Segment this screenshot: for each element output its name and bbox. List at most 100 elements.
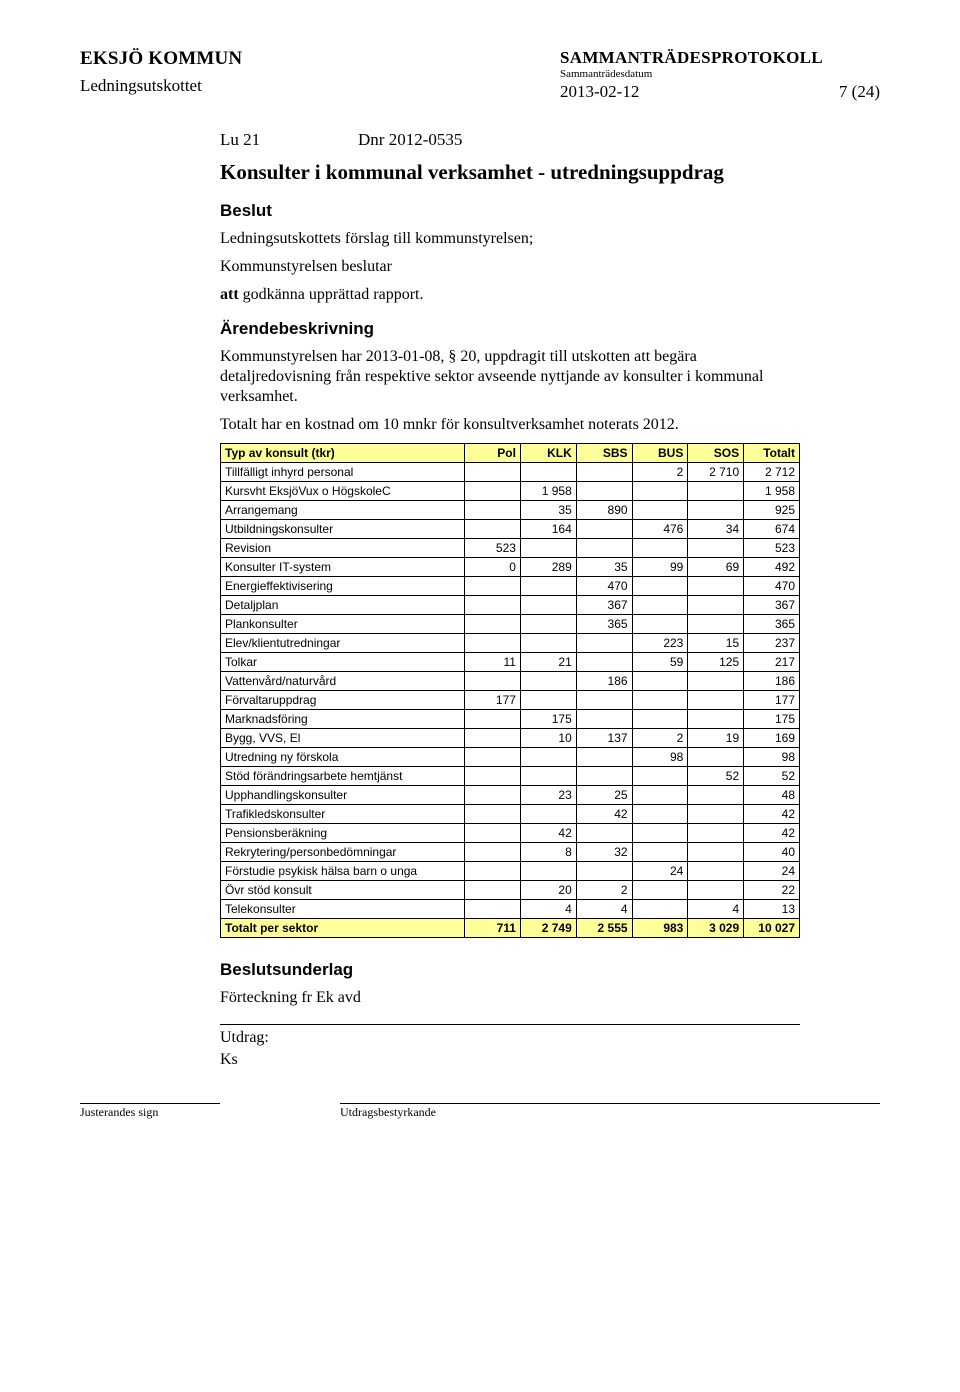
table-total-row: Totalt per sektor 711 2 749 2 555 983 3 … <box>221 919 800 938</box>
table-row: Utbildningskonsulter16447634674 <box>221 520 800 539</box>
table-row: Stöd förändringsarbete hemtjänst5252 <box>221 767 800 786</box>
row-value <box>520 596 576 615</box>
org-name: EKSJÖ KOMMUN <box>80 48 242 70</box>
page-title: Konsulter i kommunal verksamhet - utredn… <box>220 160 800 185</box>
row-value <box>520 748 576 767</box>
row-value <box>632 501 688 520</box>
total-sos: 3 029 <box>688 919 744 938</box>
row-value: 1 958 <box>520 482 576 501</box>
agenda-item: Lu 21 <box>220 130 358 150</box>
row-label: Rekrytering/personbedömningar <box>221 843 465 862</box>
body: Lu 21 Dnr 2012-0535 Konsulter i kommunal… <box>220 130 800 1069</box>
row-label: Upphandlingskonsulter <box>221 786 465 805</box>
row-value <box>576 824 632 843</box>
row-value: 169 <box>744 729 800 748</box>
row-value: 22 <box>744 881 800 900</box>
row-value: 137 <box>576 729 632 748</box>
row-value <box>632 577 688 596</box>
table-row: Förstudie psykisk hälsa barn o unga2424 <box>221 862 800 881</box>
row-value <box>688 748 744 767</box>
table-row: Revision523523 <box>221 539 800 558</box>
row-value: 492 <box>744 558 800 577</box>
row-value: 24 <box>632 862 688 881</box>
table-row: Marknadsföring175175 <box>221 710 800 729</box>
decision-rest: godkänna upprättad rapport. <box>239 286 424 303</box>
col-totalt: Totalt <box>744 444 800 463</box>
row-value: 186 <box>744 672 800 691</box>
row-value: 2 712 <box>744 463 800 482</box>
row-value <box>465 881 521 900</box>
row-value <box>688 824 744 843</box>
row-value: 99 <box>632 558 688 577</box>
row-value <box>576 482 632 501</box>
table-row: Rekrytering/personbedömningar83240 <box>221 843 800 862</box>
row-value <box>465 463 521 482</box>
row-value: 21 <box>520 653 576 672</box>
table-row: Detaljplan 367 367 <box>221 596 800 615</box>
row-value: 175 <box>520 710 576 729</box>
row-value <box>632 691 688 710</box>
row-value <box>688 577 744 596</box>
footer-sign-label: Justerandes sign <box>80 1103 220 1120</box>
row-value: 523 <box>465 539 521 558</box>
row-value <box>520 463 576 482</box>
row-value <box>688 596 744 615</box>
total-sbs: 2 555 <box>576 919 632 938</box>
row-value: 4 <box>688 900 744 919</box>
row-value <box>576 463 632 482</box>
row-value <box>465 577 521 596</box>
page: EKSJÖ KOMMUN Ledningsutskottet SAMMANTRÄ… <box>0 0 960 1160</box>
header-right: SAMMANTRÄDESPROTOKOLL Sammanträdesdatum … <box>560 48 880 102</box>
row-label: Tolkar <box>221 653 465 672</box>
row-value <box>520 805 576 824</box>
row-value: 470 <box>744 577 800 596</box>
row-value: 289 <box>520 558 576 577</box>
row-value: 217 <box>744 653 800 672</box>
row-value: 20 <box>520 881 576 900</box>
row-value <box>465 767 521 786</box>
row-value <box>465 482 521 501</box>
committee-name: Ledningsutskottet <box>80 76 242 96</box>
row-value: 890 <box>576 501 632 520</box>
table-row: Pensionsberäkning4242 <box>221 824 800 843</box>
row-value: 48 <box>744 786 800 805</box>
table-row: Energieffektivisering470470 <box>221 577 800 596</box>
row-value <box>465 520 521 539</box>
row-value: 13 <box>744 900 800 919</box>
row-value: 10 <box>520 729 576 748</box>
row-value <box>520 539 576 558</box>
row-value <box>465 729 521 748</box>
row-value: 367 <box>576 596 632 615</box>
row-label: Arrangemang <box>221 501 465 520</box>
row-value: 125 <box>688 653 744 672</box>
row-value <box>688 710 744 729</box>
row-value: 24 <box>744 862 800 881</box>
row-label: Kursvht EksjöVux o HögskoleC <box>221 482 465 501</box>
meeting-date: 2013-02-12 <box>560 82 639 102</box>
row-value: 367 <box>744 596 800 615</box>
col-sos: SOS <box>688 444 744 463</box>
row-value <box>688 501 744 520</box>
row-label: Bygg, VVS, El <box>221 729 465 748</box>
row-value <box>576 653 632 672</box>
row-value: 23 <box>520 786 576 805</box>
row-value: 365 <box>744 615 800 634</box>
col-sbs: SBS <box>576 444 632 463</box>
row-label: Revision <box>221 539 465 558</box>
row-value: 2 710 <box>688 463 744 482</box>
row-value <box>688 539 744 558</box>
row-value <box>465 900 521 919</box>
extract-heading: Utdrag: <box>220 1029 800 1047</box>
total-klk: 2 749 <box>520 919 576 938</box>
row-value <box>576 748 632 767</box>
row-label: Plankonsulter <box>221 615 465 634</box>
row-value <box>632 615 688 634</box>
table-header-row: Typ av konsult (tkr) Pol KLK SBS BUS SOS… <box>221 444 800 463</box>
row-value: 35 <box>576 558 632 577</box>
row-label: Utbildningskonsulter <box>221 520 465 539</box>
table-row: Utredning ny förskola9898 <box>221 748 800 767</box>
row-value <box>688 881 744 900</box>
row-value <box>520 862 576 881</box>
row-label: Detaljplan <box>221 596 465 615</box>
row-value: 32 <box>576 843 632 862</box>
